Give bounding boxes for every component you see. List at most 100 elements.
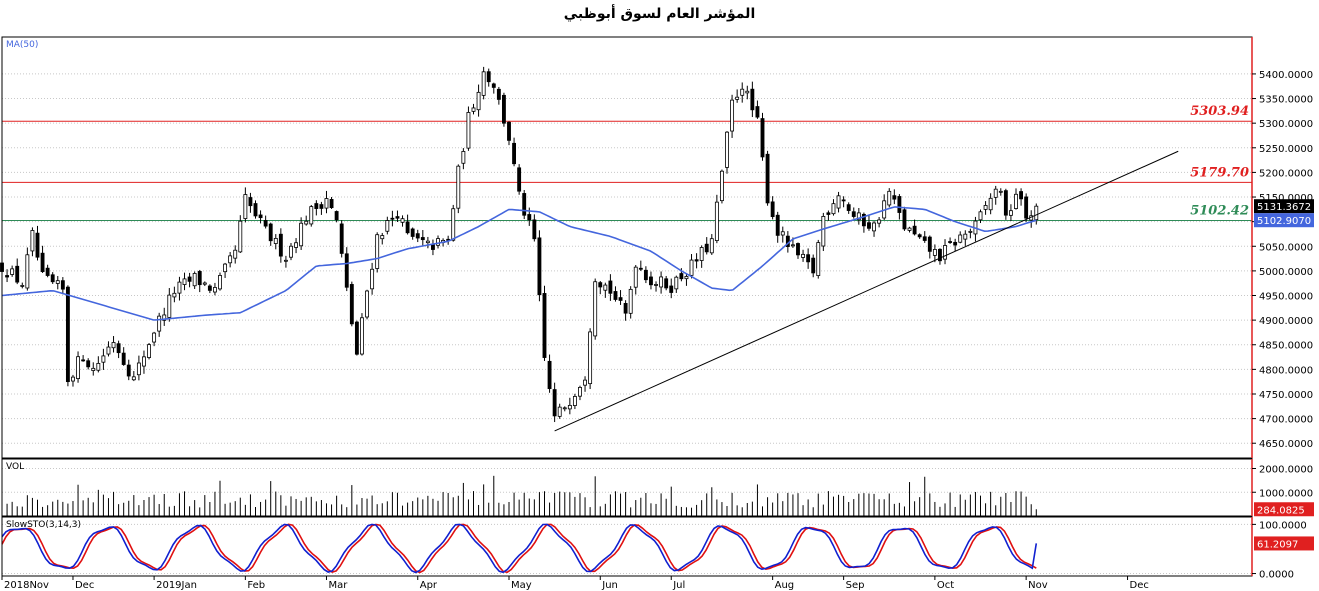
candle-body [187, 276, 192, 282]
candle-body [983, 205, 988, 210]
candle-body [679, 273, 684, 280]
candle-body [598, 282, 603, 288]
candle-body [851, 211, 856, 217]
candle-body [243, 194, 248, 219]
candle-body [770, 201, 775, 218]
level-label: 5179.70 [1190, 165, 1249, 180]
candle-body [136, 362, 141, 376]
candle-body [238, 220, 243, 253]
candle-body [988, 197, 993, 211]
candle-body [111, 342, 116, 349]
candle-body [765, 153, 770, 204]
candle-body [304, 220, 309, 225]
candle-body [557, 406, 562, 417]
candle-body [821, 216, 826, 247]
x-tick-label: Dec [75, 580, 94, 591]
candle-body [998, 190, 1003, 193]
candle-body [562, 407, 567, 410]
candle-body [344, 253, 349, 288]
candle-body [750, 88, 755, 111]
x-tick-label: Mar [328, 580, 348, 591]
candle-body [248, 197, 253, 207]
stoch-value-tag: 61.2097 [1257, 539, 1298, 550]
candle-body [324, 198, 329, 209]
candle-body [106, 346, 111, 355]
candle-body [1024, 196, 1029, 219]
candle-body [846, 204, 851, 211]
y-axis: 5400.0000 5350.0000 5300.0000 5250.0000 5200… [1252, 70, 1314, 581]
candle-body [978, 211, 983, 221]
stoch-d-line [1, 523, 1037, 574]
candle-body [223, 263, 228, 273]
y-tick-label: 4900.0000 [1259, 316, 1313, 327]
candle-body [628, 288, 633, 314]
candle-body [91, 367, 96, 371]
candle-body [142, 356, 146, 367]
y-tick-label: 5300.0000 [1259, 119, 1313, 130]
y-tick-label: 0.0000 [1259, 570, 1294, 581]
candle-body [30, 230, 35, 252]
candle-body [537, 237, 542, 296]
candle-body [841, 199, 846, 202]
candle-body [268, 223, 273, 242]
candle-body [755, 106, 760, 118]
candle-body [507, 121, 511, 141]
y-tick-label: 4800.0000 [1259, 365, 1313, 376]
candle-body [907, 227, 912, 231]
level-label: 5303.94 [1190, 104, 1249, 119]
y-tick-label: 5350.0000 [1259, 95, 1313, 106]
candle-body [182, 278, 187, 285]
trendline [554, 150, 1179, 432]
candle-body [897, 196, 902, 213]
candle-body [481, 71, 486, 96]
candle-body [152, 332, 157, 343]
moving-average [1, 206, 1037, 321]
volume-value-tag-bg [1254, 502, 1314, 517]
candle-body [354, 321, 359, 355]
candle-body [912, 225, 917, 235]
stoch-k-line [1, 523, 1038, 574]
chart-title: المؤشر العام لسوق أبوظبي [563, 6, 756, 22]
candle-body [522, 193, 527, 216]
y-tick-label: 5400.0000 [1259, 70, 1313, 81]
candle-body [932, 249, 937, 256]
candle-body [71, 376, 75, 382]
candle-body [273, 237, 278, 244]
candles [0, 66, 1039, 423]
candle-body [780, 231, 785, 236]
candle-body [101, 355, 106, 363]
candle-body [197, 271, 202, 286]
candle-body [613, 291, 618, 300]
candle-body [532, 219, 537, 240]
candle-body [471, 107, 476, 112]
candle-body [5, 275, 10, 278]
candle-body [694, 259, 699, 262]
candle-body [172, 292, 177, 298]
candle-body [299, 222, 304, 247]
pane-labels: MA(50) VOL SlowSTO(3,14,3) [6, 40, 81, 530]
candle-body [213, 287, 217, 293]
candle-body [415, 233, 420, 239]
candle-body [76, 356, 80, 379]
candle-body [638, 267, 643, 270]
candle-body [400, 218, 405, 223]
candle-body [1019, 191, 1024, 200]
pane-frames [1, 36, 1253, 577]
candle-body [877, 219, 882, 224]
candle-body [50, 274, 55, 283]
y-tick-label: 2000.0000 [1259, 465, 1313, 476]
candle-body [81, 359, 86, 362]
stochastic-lines [1, 523, 1038, 574]
candle-body [831, 203, 836, 215]
x-tick-label: Sep [846, 580, 865, 591]
candle-body [745, 90, 750, 94]
candle-body [1008, 210, 1013, 216]
candle-body [623, 303, 628, 314]
ma50-line [1, 206, 1037, 321]
x-axis: 2018Nov Dec 2019Jan Feb Mar Apr May Jun Jul Aug Se… [1, 576, 1149, 591]
candle-body [790, 244, 795, 247]
candle-body [943, 245, 947, 260]
candle-body [958, 234, 963, 243]
candle-body [420, 237, 425, 241]
candle-body [365, 290, 369, 318]
